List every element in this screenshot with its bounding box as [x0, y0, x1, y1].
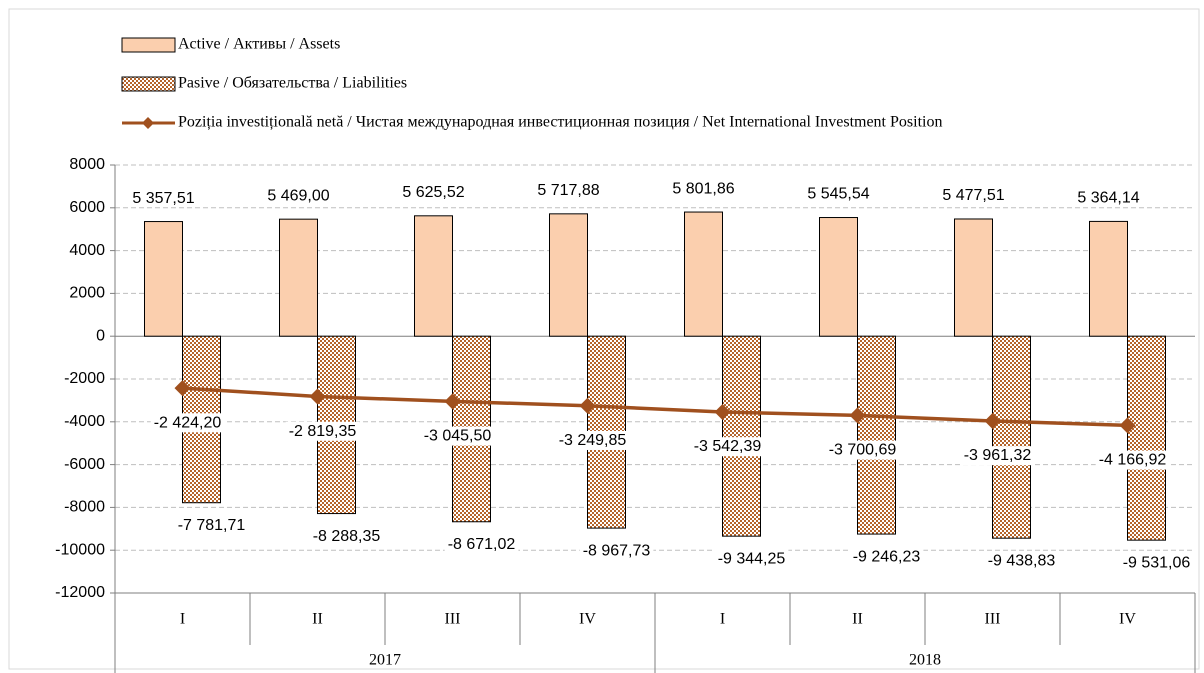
marker [714, 404, 731, 421]
label-bg [984, 551, 1059, 571]
data-label: -9 344,25 [718, 550, 786, 567]
bar [279, 218, 318, 337]
y-tick-label: 6000 [69, 199, 105, 216]
line [182, 386, 1128, 428]
data-label: -9 438,83 [988, 552, 1056, 569]
marker [579, 397, 596, 414]
label-bg [849, 547, 924, 567]
label-bg [825, 440, 900, 460]
y-tick-label: 4000 [69, 242, 105, 259]
x-tick-label: I [180, 611, 185, 628]
marker [1119, 417, 1136, 434]
bar [414, 215, 453, 337]
chart-border [8, 8, 1200, 670]
label-bg [714, 549, 789, 569]
x-tick-label: II [312, 611, 323, 628]
data-label: 5 357,51 [132, 190, 194, 207]
data-label: -9 246,23 [853, 548, 921, 565]
data-label: 5 625,52 [402, 184, 464, 201]
legend-marker [142, 117, 154, 129]
bar [857, 335, 896, 535]
label-bg [1119, 553, 1194, 573]
legend-swatch [121, 37, 176, 53]
x-tick-label: IV [579, 611, 596, 628]
group-label: 2017 [369, 652, 401, 669]
x-tick-label: III [985, 611, 1001, 628]
data-label: -8 671,02 [448, 536, 516, 553]
data-label: -8 288,35 [313, 528, 381, 545]
label-bg [285, 421, 360, 441]
bar [992, 335, 1031, 539]
bar [549, 213, 588, 337]
data-label: -8 967,73 [583, 542, 651, 559]
label-bg [579, 541, 654, 561]
data-label: 5 477,51 [942, 187, 1004, 204]
y-tick-label: -12000 [55, 584, 105, 601]
legend-swatch [121, 76, 176, 92]
bar [722, 335, 761, 537]
bar [954, 218, 993, 337]
data-label: -2 424,20 [154, 414, 222, 431]
data-label: 5 364,14 [1077, 190, 1139, 207]
group-label: 2018 [909, 652, 941, 669]
bar [819, 217, 858, 337]
legend-label: Active / Активы / Assets [178, 36, 340, 53]
bar [1127, 335, 1166, 541]
y-tick-label: 2000 [69, 285, 105, 302]
marker [174, 380, 191, 397]
y-tick-label: 8000 [69, 156, 105, 173]
label-bg [555, 430, 630, 450]
label-bg [420, 426, 495, 446]
y-tick-label: -4000 [64, 413, 105, 430]
bar [1089, 220, 1128, 337]
marker [849, 407, 866, 424]
label-bg [690, 437, 765, 457]
y-tick-label: 0 [96, 327, 105, 344]
marker [984, 412, 1001, 429]
marker [444, 393, 461, 410]
legend-label: Pasive / Обязательства / Liabilities [178, 75, 407, 92]
data-label: -7 781,71 [178, 517, 246, 534]
label-bg [1095, 450, 1170, 470]
y-tick-label: -8000 [64, 499, 105, 516]
data-label: -3 700,69 [829, 442, 897, 459]
label-bg [444, 534, 519, 554]
data-label: -2 819,35 [289, 423, 357, 440]
label-bg [174, 515, 249, 535]
data-label: 5 717,88 [537, 182, 599, 199]
legend-label: Poziția investițională netă / Чистая меж… [178, 114, 942, 131]
y-tick-label: -2000 [64, 370, 105, 387]
data-label: -3 249,85 [559, 432, 627, 449]
x-tick-label: II [852, 611, 863, 628]
data-label: -4 166,92 [1099, 452, 1167, 469]
x-tick-label: I [720, 611, 725, 628]
data-label: 5 801,86 [672, 180, 734, 197]
label-bg [150, 413, 225, 433]
label-bg [309, 526, 384, 546]
bar [144, 221, 183, 337]
bar [684, 211, 723, 337]
data-label: 5 545,54 [807, 186, 869, 203]
data-label: -3 961,32 [964, 447, 1032, 464]
data-label: -3 542,39 [694, 438, 762, 455]
x-tick-label: IV [1119, 611, 1136, 628]
data-label: -3 045,50 [424, 428, 492, 445]
data-label: -9 531,06 [1123, 554, 1191, 571]
y-tick-label: -6000 [64, 456, 105, 473]
label-bg [960, 446, 1035, 466]
marker [309, 388, 326, 405]
data-label: 5 469,00 [267, 187, 329, 204]
x-tick-label: III [445, 611, 461, 628]
y-tick-label: -10000 [55, 541, 105, 558]
